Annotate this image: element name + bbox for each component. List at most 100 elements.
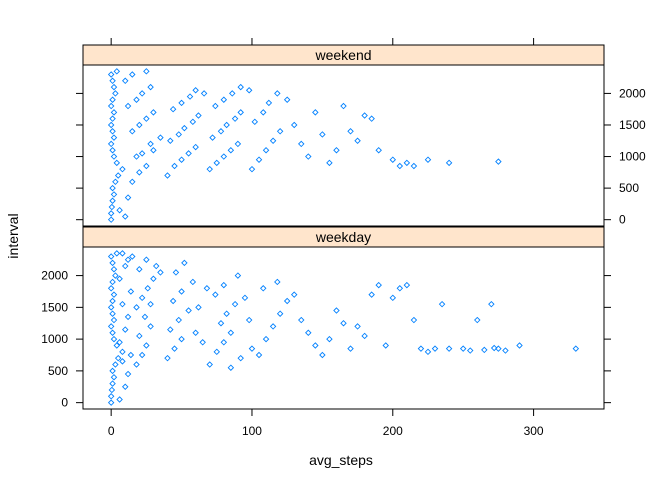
- data-point: [368, 115, 375, 122]
- data-point: [490, 344, 498, 352]
- data-point: [150, 146, 157, 154]
- data-point: [122, 326, 129, 333]
- data-point: [127, 351, 135, 359]
- data-point: [269, 137, 277, 145]
- data-point: [116, 206, 123, 214]
- data-point: [107, 304, 115, 311]
- data-point: [112, 361, 119, 368]
- data-point: [110, 265, 118, 273]
- panel-weekday: weekday 0 500 1000 1500 2000: [41, 226, 611, 410]
- data-point: [109, 278, 116, 286]
- data-point: [223, 310, 230, 317]
- data-point: [136, 121, 143, 129]
- data-point: [396, 162, 404, 170]
- data-point: [113, 250, 121, 257]
- data-point: [109, 297, 116, 305]
- data-point: [109, 96, 116, 103]
- data-point: [141, 313, 149, 321]
- data-point: [107, 121, 115, 129]
- x-axis-label: avg_steps: [309, 452, 373, 468]
- data-point: [133, 153, 140, 160]
- y-tick-label: 2000: [619, 86, 646, 100]
- data-point: [122, 383, 129, 391]
- data-point: [255, 351, 263, 359]
- data-point: [112, 90, 119, 97]
- data-point: [152, 262, 160, 270]
- data-point: [157, 269, 164, 276]
- data-point: [109, 367, 116, 375]
- data-point: [124, 370, 132, 378]
- data-point: [110, 191, 118, 198]
- data-point: [129, 178, 136, 186]
- data-point: [488, 300, 495, 308]
- y-tick-label: 1000: [619, 150, 646, 164]
- data-point: [119, 165, 126, 173]
- data-point: [171, 345, 178, 352]
- data-point: [147, 83, 154, 91]
- data-point: [248, 165, 256, 173]
- data-point: [290, 291, 298, 298]
- data-point: [206, 361, 213, 368]
- data-point: [108, 386, 116, 394]
- data-point: [305, 153, 312, 160]
- y-tick-label: 0: [61, 396, 68, 410]
- data-point: [172, 269, 180, 276]
- data-point: [124, 313, 132, 321]
- data-point: [147, 140, 154, 148]
- data-point: [113, 342, 121, 349]
- data-point: [112, 178, 119, 186]
- data-point: [110, 316, 118, 324]
- x-tick-label: 0: [108, 424, 115, 438]
- data-point: [129, 128, 136, 135]
- data-point: [265, 99, 273, 107]
- data-point: [438, 300, 446, 308]
- data-point: [169, 297, 177, 305]
- data-point: [474, 316, 481, 324]
- y-tick-label: 1500: [619, 118, 646, 132]
- data-point: [333, 307, 340, 314]
- data-point: [368, 291, 375, 298]
- data-point: [283, 297, 291, 305]
- data-point: [116, 396, 123, 403]
- data-point: [459, 345, 467, 352]
- data-point: [495, 158, 502, 165]
- data-point: [516, 342, 523, 349]
- data-point: [109, 77, 116, 85]
- data-point: [143, 256, 150, 263]
- data-point: [298, 140, 305, 148]
- data-point: [417, 345, 425, 352]
- data-point: [181, 259, 188, 267]
- data-point: [122, 262, 129, 270]
- data-point: [171, 162, 178, 170]
- data-point: [361, 112, 368, 119]
- data-point: [290, 121, 298, 129]
- y-tick-label: 0: [619, 213, 626, 227]
- data-point: [305, 329, 312, 337]
- data-point: [274, 90, 281, 97]
- data-point: [108, 203, 116, 211]
- data-point: [192, 143, 199, 151]
- data-point: [424, 348, 432, 356]
- data-point: [213, 348, 221, 356]
- data-point: [136, 265, 143, 273]
- data-point: [283, 96, 291, 103]
- data-point: [119, 300, 126, 308]
- data-point: [340, 102, 347, 110]
- data-point: [255, 156, 263, 163]
- data-point: [347, 128, 354, 135]
- data-point: [260, 109, 267, 116]
- data-point: [109, 128, 116, 135]
- data-point: [110, 153, 118, 160]
- data-point: [138, 90, 146, 97]
- data-point: [231, 115, 239, 122]
- data-point: [274, 278, 281, 286]
- data-point: [138, 294, 146, 302]
- data-point: [109, 115, 116, 122]
- data-point: [245, 316, 253, 324]
- data-point: [333, 146, 340, 154]
- data-point: [495, 345, 502, 352]
- data-point: [354, 137, 361, 145]
- data-point: [107, 285, 115, 292]
- data-point: [116, 275, 123, 283]
